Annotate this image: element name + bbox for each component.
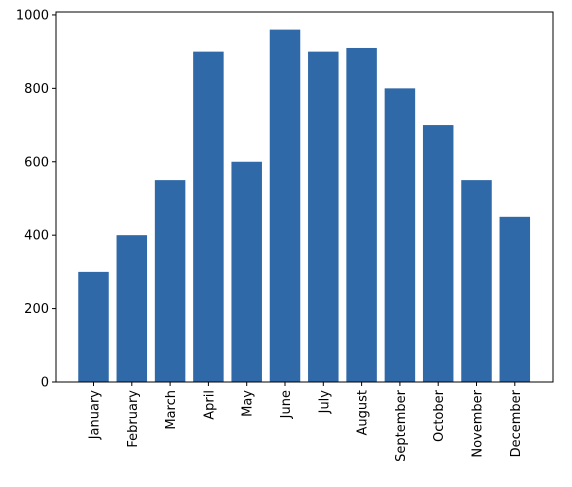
bar-july bbox=[308, 51, 339, 382]
y-tick-label: 600 bbox=[24, 155, 49, 170]
x-tick-label: March bbox=[164, 390, 179, 430]
x-tick-label: February bbox=[126, 390, 141, 448]
bar-december bbox=[499, 216, 531, 382]
y-tick-label: 400 bbox=[24, 229, 49, 244]
bars-layer bbox=[78, 29, 531, 383]
x-tick-label: June bbox=[279, 390, 294, 419]
x-tick-label: May bbox=[241, 390, 256, 417]
bar-november bbox=[461, 180, 492, 382]
x-tick-label: November bbox=[471, 389, 486, 457]
y-tick-label: 1000 bbox=[16, 8, 49, 23]
x-tick-label: October bbox=[432, 389, 447, 442]
bar-october bbox=[422, 125, 454, 382]
bar-june bbox=[269, 29, 301, 383]
plot-frame bbox=[55, 11, 554, 383]
bar-february bbox=[116, 235, 148, 382]
x-tick-label: January bbox=[88, 390, 103, 441]
bar-march bbox=[154, 180, 186, 382]
bar-april bbox=[193, 51, 224, 382]
bar-september bbox=[384, 88, 416, 382]
y-tick-label: 800 bbox=[24, 82, 49, 97]
bar-january bbox=[78, 271, 109, 382]
bar-august bbox=[346, 47, 377, 382]
y-tick-label: 0 bbox=[41, 376, 49, 391]
y-tick-label: 200 bbox=[24, 302, 49, 317]
x-tick-label: July bbox=[317, 390, 332, 415]
ticks-layer: January February March April May June July Augu… bbox=[16, 8, 524, 461]
x-tick-label: September bbox=[394, 389, 409, 462]
x-tick-label: December bbox=[509, 389, 524, 457]
x-tick-label: April bbox=[202, 390, 217, 420]
x-tick-label: August bbox=[356, 390, 371, 436]
bar-may bbox=[231, 161, 262, 382]
